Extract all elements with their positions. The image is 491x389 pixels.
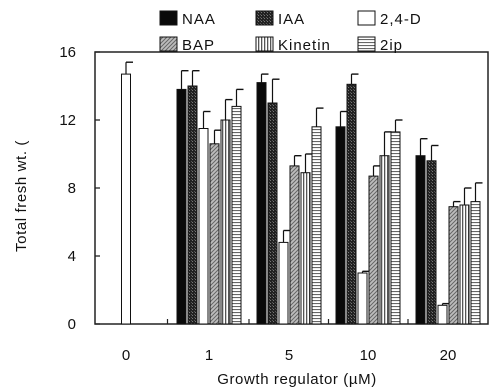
legend-swatch <box>357 10 376 26</box>
bar-2ip-20 <box>470 201 481 325</box>
bar-naa-10 <box>335 126 346 325</box>
bar-bap-20 <box>448 206 459 325</box>
y-tick-label: 4 <box>68 248 76 265</box>
legend-label: BAP <box>182 37 215 54</box>
bar-24d-10 <box>357 272 368 325</box>
legend-swatch <box>357 36 376 52</box>
legend-label: 2ip <box>380 37 403 54</box>
bar-bap-10 <box>368 175 379 325</box>
bar-iaa-20 <box>426 160 437 325</box>
x-axis-title: Growth regulator (µM) <box>217 371 377 388</box>
legend-swatch <box>255 10 274 26</box>
bar-control-0 <box>121 73 131 325</box>
bars-group <box>121 61 483 325</box>
bar-24d-20 <box>437 304 448 325</box>
bar-kinetin-5 <box>300 172 311 325</box>
x-axis-ticks: 0 1 5 10 20 <box>122 319 457 364</box>
legend-label: IAA <box>278 11 305 28</box>
bar-iaa-1 <box>187 85 198 325</box>
y-tick-label: 8 <box>68 180 76 197</box>
bar-naa-20 <box>415 155 426 325</box>
legend-swatch <box>159 36 178 52</box>
bar-bap-1 <box>209 143 220 325</box>
bar-2ip-5 <box>311 126 322 325</box>
bar-kinetin-1 <box>220 119 231 325</box>
legend-label: NAA <box>182 11 216 28</box>
bar-kinetin-10 <box>379 155 390 325</box>
x-tick-label: 10 <box>360 347 377 364</box>
legend-label: 2,4-D <box>380 11 422 28</box>
bar-24d-1 <box>198 128 209 325</box>
legend-swatch <box>255 36 274 52</box>
bar-24d-5 <box>278 241 289 325</box>
bar-iaa-5 <box>267 102 278 325</box>
bar-iaa-10 <box>346 83 357 325</box>
bar-2ip-1 <box>231 105 242 325</box>
bar-bap-5 <box>289 165 300 325</box>
legend-label: Kinetin <box>278 37 331 54</box>
x-tick-label: 1 <box>205 347 213 364</box>
y-tick-label: 16 <box>59 44 76 61</box>
bar-kinetin-20 <box>459 204 470 325</box>
y-tick-label: 12 <box>59 112 76 129</box>
legend: NAA IAA 2,4-D BAP Kinetin 2ip <box>159 10 422 54</box>
y-axis-title: Total fresh wt. ( <box>13 140 30 252</box>
x-tick-label: 0 <box>122 347 130 364</box>
y-axis-ticks: 0 4 8 12 16 <box>59 44 100 333</box>
bar-naa-5 <box>256 82 267 325</box>
y-tick-label: 0 <box>68 316 76 333</box>
bar-2ip-10 <box>390 131 401 325</box>
legend-swatch <box>159 10 178 26</box>
x-tick-label: 5 <box>285 347 293 364</box>
x-tick-label: 20 <box>440 347 457 364</box>
bar-naa-1 <box>176 88 187 325</box>
